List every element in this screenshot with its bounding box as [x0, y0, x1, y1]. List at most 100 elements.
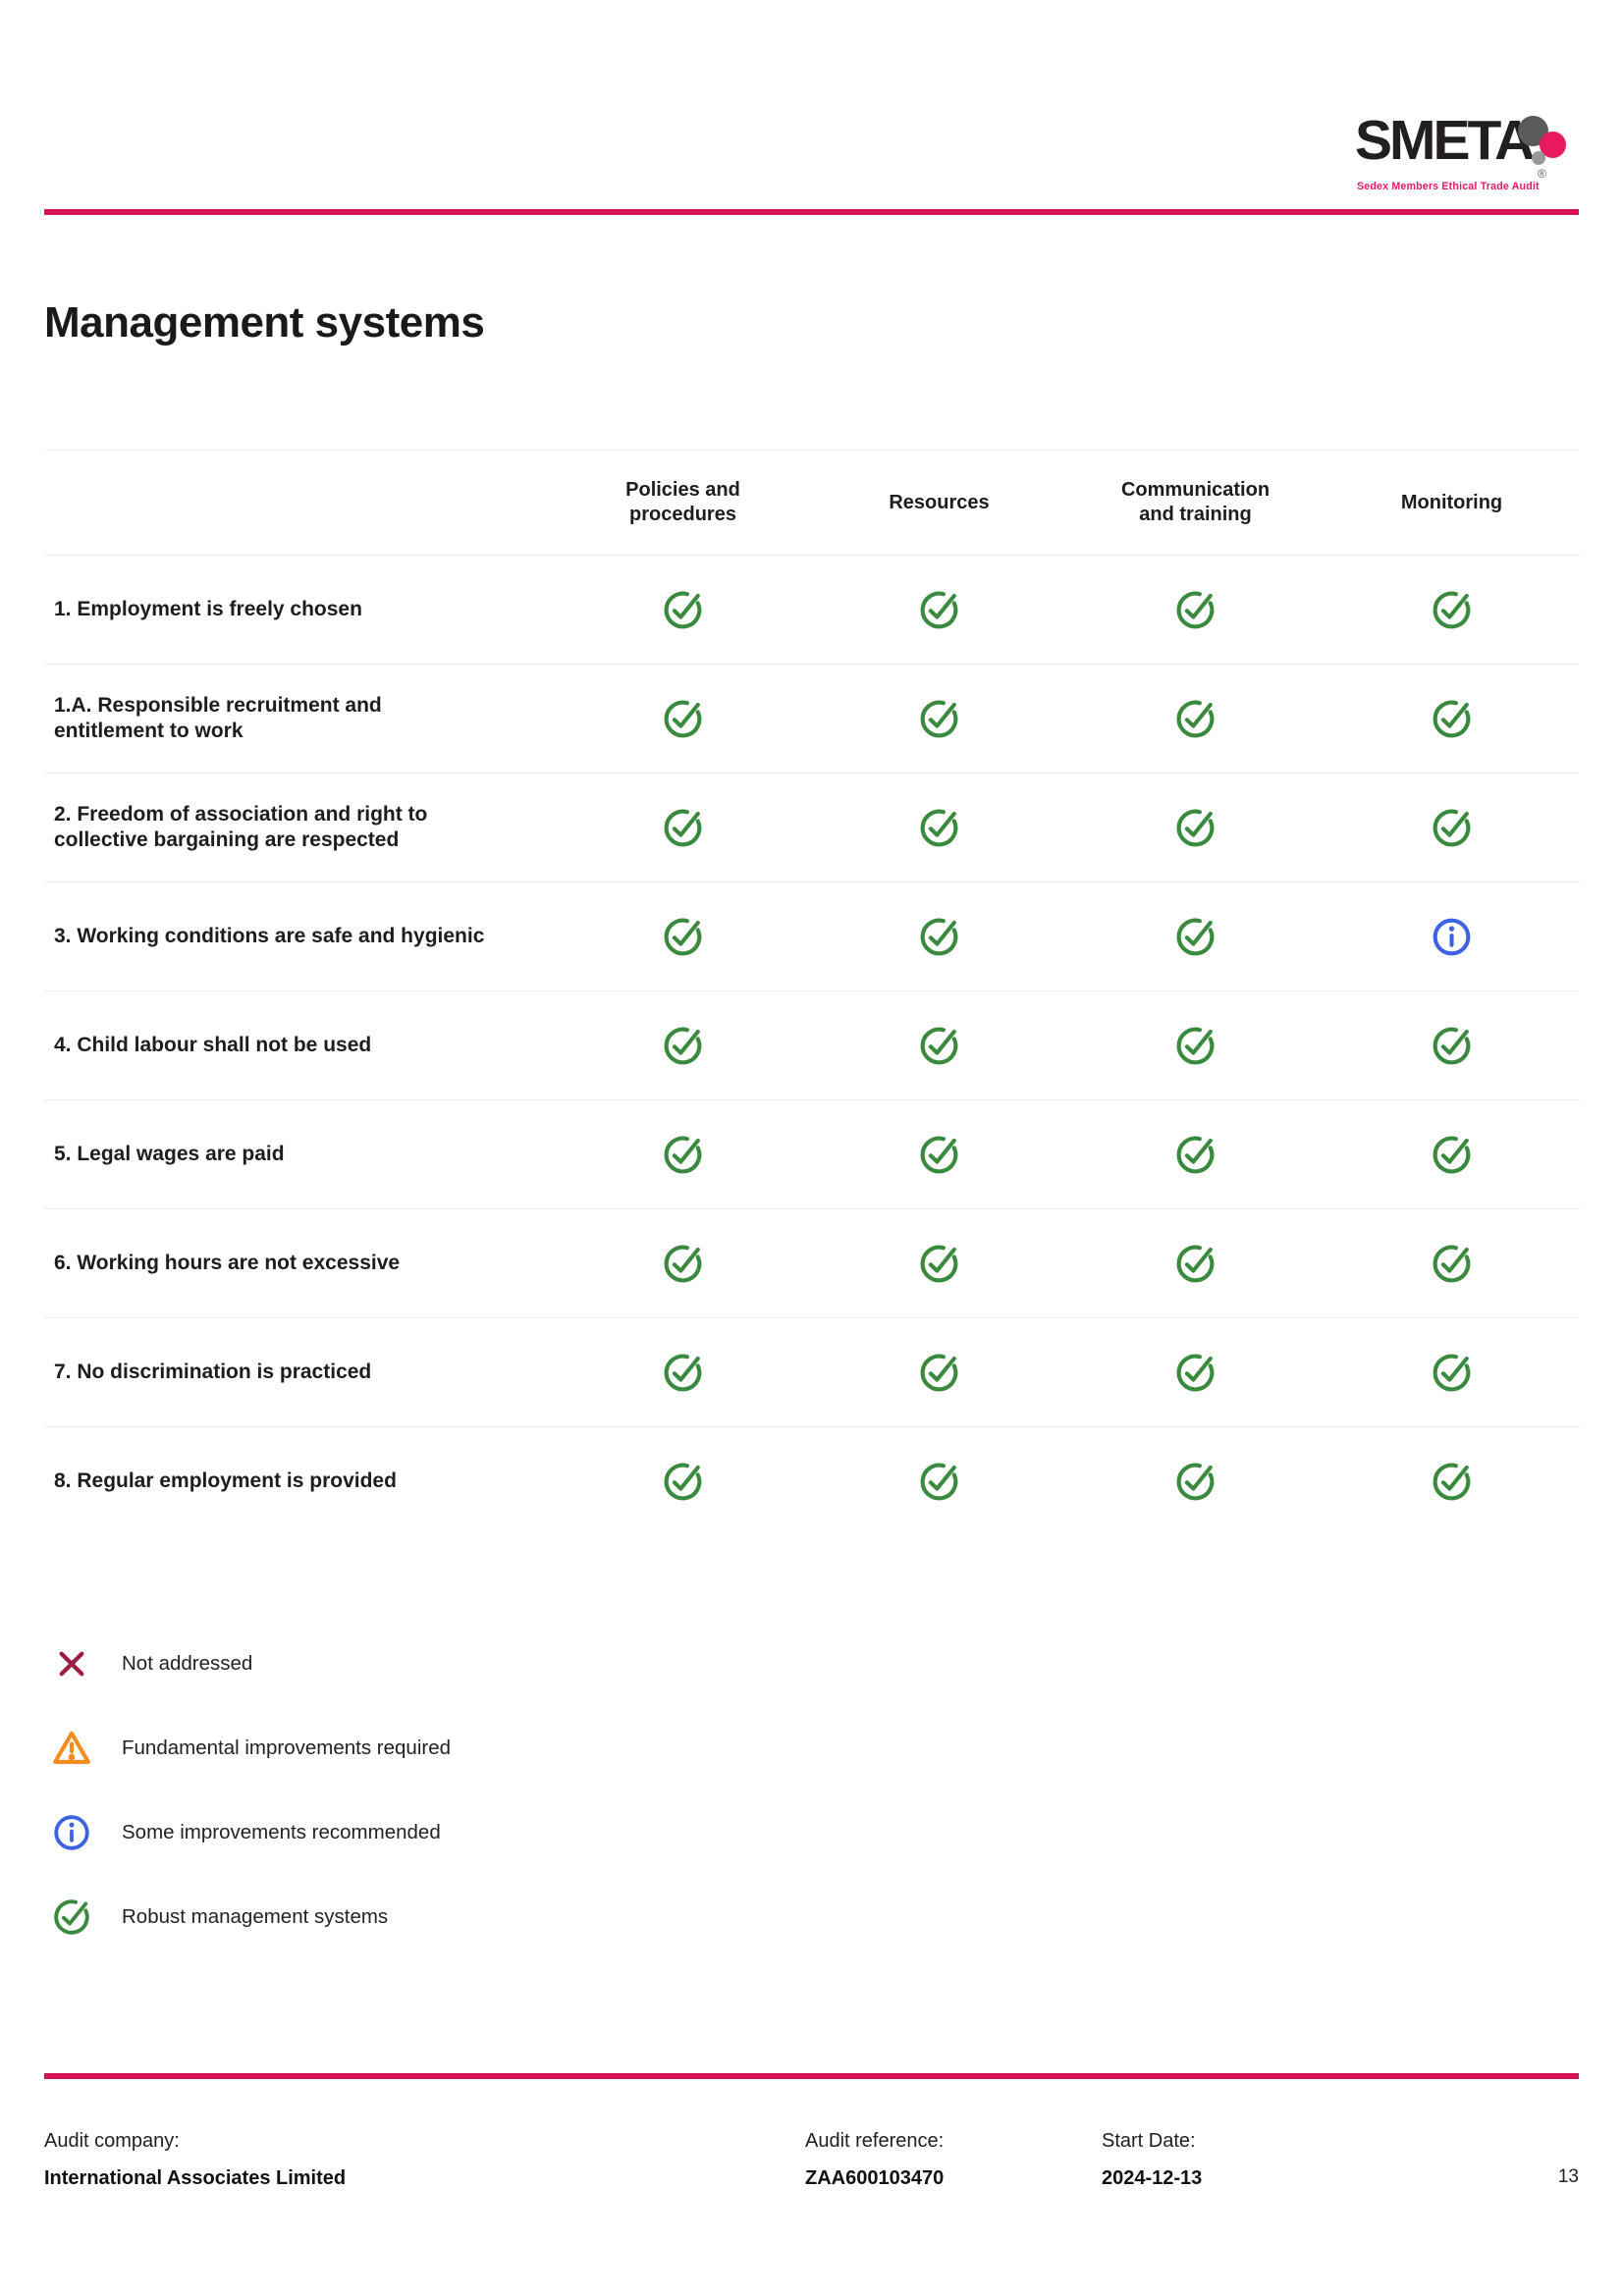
audit-company-label: Audit company:	[44, 2130, 180, 2152]
check-icon	[916, 1241, 962, 1287]
check-icon	[1172, 1023, 1218, 1069]
audit-reference-label: Audit reference:	[805, 2130, 945, 2152]
check-icon	[660, 914, 706, 960]
check-status-cell	[555, 1099, 811, 1208]
audit-company-value: International Associates Limited	[44, 2167, 347, 2189]
check-status-cell	[811, 773, 1067, 881]
table-row-label: 1. Employment is freely chosen	[44, 555, 555, 664]
footer-start-date: Start Date: 2024-12-13	[1102, 2130, 1202, 2190]
check-status-cell	[1067, 773, 1324, 881]
check-status-cell	[1067, 881, 1324, 990]
check-icon	[1172, 1241, 1218, 1287]
check-icon	[1429, 1350, 1475, 1396]
page-title: Management systems	[44, 298, 485, 347]
footer-divider-rule	[44, 2073, 1579, 2079]
footer-audit-company: Audit company: International Associates …	[44, 2130, 346, 2190]
audit-reference-value: ZAA600103470	[805, 2167, 945, 2189]
check-icon	[1429, 1132, 1475, 1178]
check-icon	[660, 696, 706, 742]
check-status-cell	[811, 1317, 1067, 1426]
check-status-cell	[1324, 1208, 1580, 1317]
legend-item: Some improvements recommended	[49, 1810, 451, 1855]
table-row-label: 1.A. Responsible recruitment and entitle…	[44, 664, 555, 773]
table-row-label: 7. No discrimination is practiced	[44, 1317, 555, 1426]
check-icon	[660, 805, 706, 851]
check-icon	[660, 1241, 706, 1287]
column-header-resources: Resources	[889, 491, 990, 513]
header-divider-rule	[44, 209, 1579, 215]
check-icon	[49, 1895, 94, 1940]
check-status-cell	[1324, 1426, 1580, 1535]
legend-item: Robust management systems	[49, 1895, 451, 1940]
check-icon	[916, 1459, 962, 1505]
check-icon	[1429, 1023, 1475, 1069]
check-status-cell	[555, 1317, 811, 1426]
check-icon	[1172, 1350, 1218, 1396]
logo-dot-grey	[1532, 151, 1545, 165]
check-status-cell	[811, 664, 1067, 773]
check-icon	[916, 805, 962, 851]
check-status-cell	[1067, 1099, 1324, 1208]
check-icon	[1429, 696, 1475, 742]
smeta-tagline: Sedex Members Ethical Trade Audit	[1357, 181, 1540, 192]
legend-item: Fundamental improvements required	[49, 1726, 451, 1771]
check-status-cell	[811, 990, 1067, 1099]
check-icon	[1429, 1459, 1475, 1505]
check-status-cell	[1067, 555, 1324, 664]
check-icon	[1429, 587, 1475, 633]
check-status-cell	[1067, 664, 1324, 773]
check-status-cell	[811, 881, 1067, 990]
check-icon	[660, 1132, 706, 1178]
info-status-cell	[1324, 881, 1580, 990]
check-icon	[1429, 805, 1475, 851]
check-icon	[916, 587, 962, 633]
table-row-label: 4. Child labour shall not be used	[44, 990, 555, 1099]
column-header-communication: Communication and training	[1120, 479, 1271, 525]
table-row-label: 6. Working hours are not excessive	[44, 1208, 555, 1317]
x-icon	[49, 1641, 94, 1686]
check-status-cell	[811, 1426, 1067, 1535]
check-icon	[1172, 1132, 1218, 1178]
check-status-cell	[811, 1099, 1067, 1208]
check-status-cell	[811, 1208, 1067, 1317]
table-row-label: 5. Legal wages are paid	[44, 1099, 555, 1208]
check-icon	[916, 1023, 962, 1069]
smeta-wordmark: SMETA	[1355, 109, 1535, 172]
warning-icon	[49, 1726, 94, 1771]
column-header-policies: Policies and procedures	[625, 479, 740, 525]
check-icon	[660, 1350, 706, 1396]
table-row-label: 8. Regular employment is provided	[44, 1426, 555, 1535]
check-status-cell	[555, 990, 811, 1099]
table-row-label: 2. Freedom of association and right to c…	[44, 773, 555, 881]
check-status-cell	[1324, 773, 1580, 881]
check-status-cell	[1324, 1099, 1580, 1208]
check-status-cell	[811, 555, 1067, 664]
check-status-cell	[1324, 555, 1580, 664]
footer-audit-reference: Audit reference: ZAA600103470	[805, 2130, 944, 2190]
check-status-cell	[1067, 1426, 1324, 1535]
table-row-label: 3. Working conditions are safe and hygie…	[44, 881, 555, 990]
check-status-cell	[555, 1426, 811, 1535]
smeta-dots-icon	[1515, 114, 1576, 171]
check-icon	[916, 696, 962, 742]
check-status-cell	[555, 664, 811, 773]
check-icon	[1172, 587, 1218, 633]
legend-item: Not addressed	[49, 1641, 451, 1686]
check-icon	[916, 1350, 962, 1396]
column-header-monitoring: Monitoring	[1400, 491, 1503, 513]
check-icon	[1172, 696, 1218, 742]
check-status-cell	[1324, 990, 1580, 1099]
check-status-cell	[1324, 664, 1580, 773]
table-corner-cell	[44, 451, 555, 555]
status-legend: Not addressed Fundamental improvements r…	[49, 1641, 451, 1940]
start-date-value: 2024-12-13	[1102, 2167, 1203, 2189]
smeta-logo: SMETA ® Sedex Members Ethical Trade Audi…	[1355, 109, 1579, 198]
check-icon	[660, 1023, 706, 1069]
check-icon	[916, 914, 962, 960]
check-icon	[1172, 914, 1218, 960]
management-systems-table: Policies and procedures Resources Commun…	[44, 450, 1580, 1535]
check-icon	[660, 1459, 706, 1505]
check-status-cell	[555, 881, 811, 990]
check-icon	[1172, 1459, 1218, 1505]
